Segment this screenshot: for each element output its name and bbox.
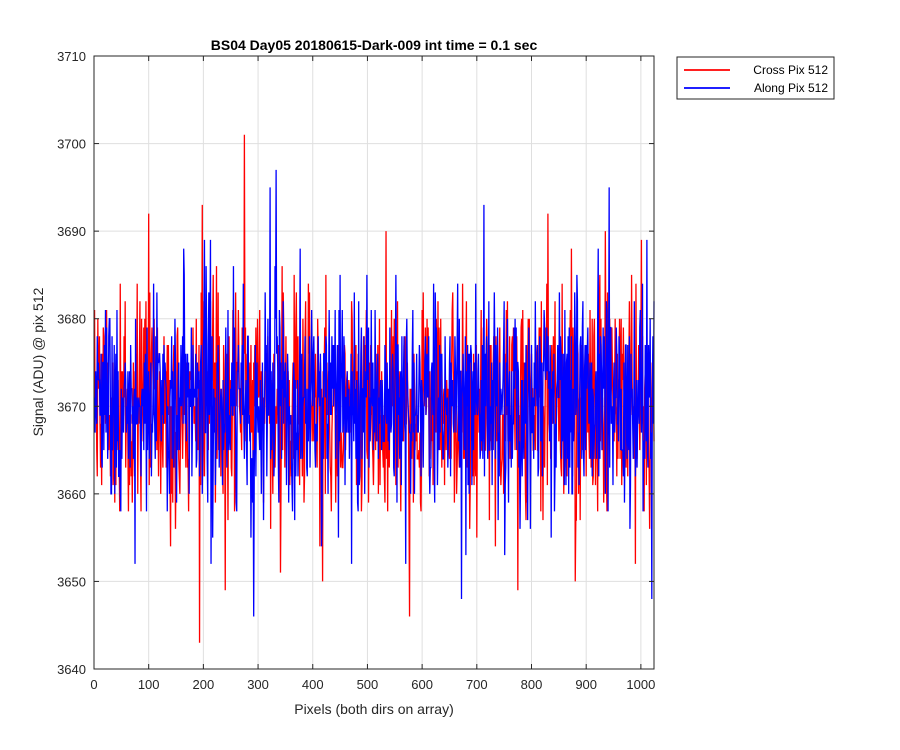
legend: Cross Pix 512 Along Pix 512 [676, 56, 835, 100]
chart-title: BS04 Day05 20180615-Dark-009 int time = … [211, 37, 538, 53]
x-tick-label: 800 [521, 677, 543, 692]
x-tick-label: 700 [466, 677, 488, 692]
y-tick-label: 3640 [57, 662, 86, 677]
x-tick-label: 400 [302, 677, 324, 692]
legend-box [676, 56, 835, 100]
y-tick-label: 3680 [57, 312, 86, 327]
series-line-along-pix-512 [93, 169, 655, 617]
ticks: 0 100 200 300 400 500 600 700 800 900 1000 3640 3650… [57, 49, 655, 692]
x-tick-label: 200 [193, 677, 215, 692]
plot-area: 0 100 200 300 400 500 600 700 800 900 1000 3640 3650… [57, 49, 655, 692]
x-axis-label: Pixels (both dirs on array) [294, 701, 454, 717]
y-tick-label: 3660 [57, 487, 86, 502]
x-tick-label: 600 [411, 677, 433, 692]
y-tick-label: 3710 [57, 49, 86, 64]
series-layer [93, 134, 655, 643]
legend-label: Along Pix 512 [754, 81, 828, 95]
y-tick-label: 3690 [57, 224, 86, 239]
axes-box [93, 55, 655, 670]
y-tick-label: 3700 [57, 137, 86, 152]
x-tick-label: 500 [357, 677, 379, 692]
legend-entries: Cross Pix 512 Along Pix 512 [684, 63, 828, 95]
x-tick-label: 900 [575, 677, 597, 692]
y-tick-label: 3670 [57, 399, 86, 414]
x-tick-label: 0 [90, 677, 97, 692]
y-tick-label: 3650 [57, 574, 86, 589]
x-tick-label: 100 [138, 677, 160, 692]
x-tick-label: 300 [247, 677, 269, 692]
x-tick-label: 1000 [626, 677, 655, 692]
legend-label: Cross Pix 512 [753, 63, 828, 77]
y-axis-label: Signal (ADU) @ pix 512 [30, 287, 46, 436]
